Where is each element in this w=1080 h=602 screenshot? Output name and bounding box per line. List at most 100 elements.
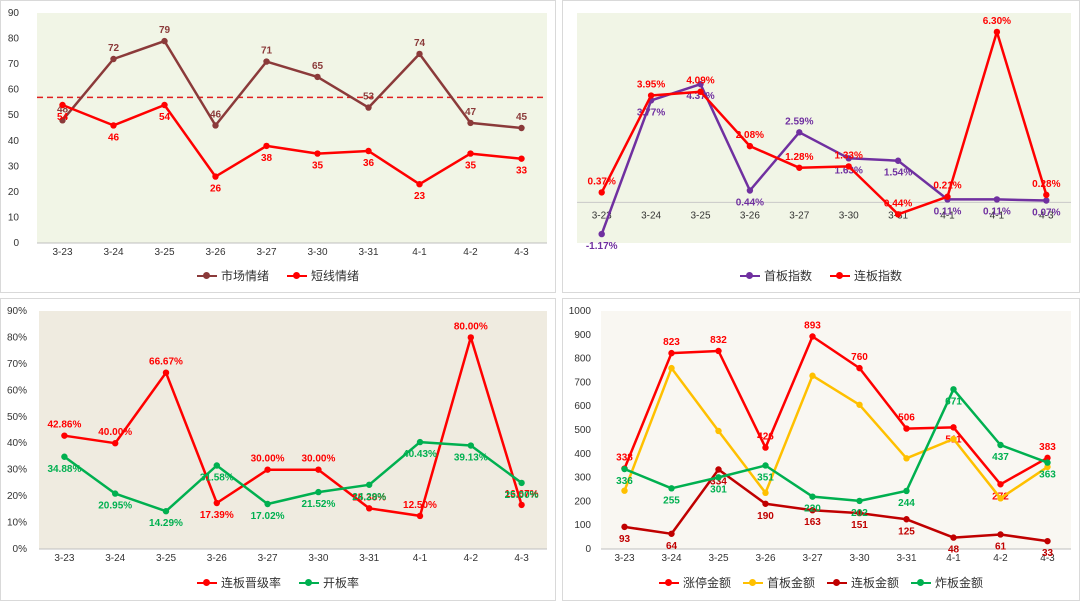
data-label: 151 [851, 520, 868, 531]
y-tick-label: 400 [574, 449, 591, 460]
data-point [264, 466, 271, 473]
data-label: 0.44% [884, 198, 912, 209]
y-tick-label: 50% [7, 412, 27, 423]
data-point [796, 164, 803, 171]
x-tick-label: 3-23 [592, 210, 612, 221]
data-point [518, 479, 525, 487]
data-point [416, 438, 424, 446]
data-label: 39.13% [454, 453, 488, 464]
legend-marker-icon [196, 271, 217, 281]
data-point [856, 509, 863, 517]
y-tick-label: 90 [8, 8, 20, 19]
data-point [112, 490, 119, 497]
x-tick-label: 3-26 [740, 210, 760, 221]
data-point [518, 501, 525, 509]
data-point [1044, 454, 1051, 462]
data-label: 25.00% [505, 490, 539, 501]
y-tick-label: 60% [7, 385, 27, 396]
series-line [623, 335, 1049, 486]
data-point [668, 485, 675, 492]
data-label: 351 [757, 472, 774, 483]
data-point [1043, 197, 1050, 204]
legend-item-consecutive-board-index: 连板指数 [830, 267, 902, 284]
legend-label: 市场情绪 [220, 269, 269, 283]
data-point [518, 155, 525, 162]
data-point [213, 462, 220, 469]
x-tick-label: 3-23 [54, 553, 74, 564]
data-label: 66.67% [149, 357, 183, 368]
data-label: 26 [210, 184, 222, 195]
x-tick-label: 4-1 [413, 553, 428, 564]
data-point [61, 432, 68, 439]
data-label: 23 [414, 191, 426, 202]
data-point [315, 488, 322, 496]
data-point [365, 147, 372, 155]
series-line [600, 30, 1048, 216]
data-point [809, 507, 816, 514]
data-label: 30.00% [301, 454, 335, 465]
y-tick-label: 90% [7, 306, 27, 317]
data-point [997, 495, 1004, 502]
data-point [668, 349, 675, 357]
data-label: 33 [516, 166, 528, 177]
data-point [997, 441, 1004, 449]
data-point [112, 440, 119, 447]
data-label: 244 [898, 498, 915, 509]
data-point [598, 189, 605, 196]
data-point [894, 157, 902, 164]
series-line [600, 82, 1047, 235]
data-point [1044, 459, 1051, 466]
data-label: 301 [710, 484, 727, 495]
data-point [162, 508, 170, 515]
amount-chart: 0 100 200 300 400 500 600 700 800 900 1000 3-23 3-24… [562, 298, 1080, 601]
data-label: 36 [363, 158, 375, 169]
data-label: 21.52% [301, 499, 335, 510]
data-label: 1.54% [884, 168, 912, 179]
data-point [715, 466, 722, 473]
x-tick-label: 3-30 [308, 553, 328, 564]
data-label: 46 [108, 132, 120, 143]
data-label: 46 [210, 109, 222, 120]
legend-marker-icon [827, 578, 847, 588]
data-label: 74 [414, 38, 426, 49]
x-tick-label: 4-3 [514, 553, 529, 564]
data-point [950, 424, 957, 431]
data-label: 2.59% [785, 116, 813, 127]
data-point [856, 364, 863, 372]
x-tick-label: 4-3 [514, 247, 529, 258]
data-label: 2.08% [736, 130, 764, 141]
plot-area [601, 311, 1071, 549]
data-label: 54 [159, 112, 171, 123]
x-tick-label: 4-2 [993, 553, 1008, 564]
x-tick-label: 3-30 [839, 210, 859, 221]
data-point [762, 500, 769, 507]
y-tick-label: 80% [7, 332, 27, 343]
data-label: 4.09% [686, 76, 714, 87]
data-point [162, 369, 170, 376]
data-label: 0.21% [933, 181, 961, 192]
data-point [697, 80, 704, 88]
data-point [1043, 191, 1050, 199]
data-label: 6.30% [983, 16, 1011, 27]
data-label: 0.11% [934, 206, 962, 217]
market-sentiment-svg: 0 10 20 30 40 50 60 70 80 90 3-23 3-24 3-25 3-26 3-27 3… [8, 8, 547, 258]
data-point [365, 104, 372, 111]
data-point [715, 347, 722, 355]
data-label: 220 [804, 504, 821, 515]
amount-svg: 0 100 200 300 400 500 600 700 800 900 1000 3-23 3-24… [569, 306, 1071, 564]
data-point [762, 489, 769, 497]
data-label: 760 [851, 352, 868, 363]
data-label: 1.28% [785, 152, 813, 163]
data-point [212, 122, 219, 129]
legend-board-index: 首板指数 连板指数 [563, 267, 1079, 284]
legend-label: 连板金额 [851, 576, 900, 590]
data-point [746, 142, 754, 150]
data-label: 72 [108, 43, 120, 54]
data-label: 334 [710, 477, 727, 488]
data-point [903, 455, 910, 462]
data-label: 3.77% [637, 107, 665, 118]
y-tick-label: 200 [574, 496, 591, 507]
y-tick-label: 10 [8, 212, 20, 223]
y-tick-label: 50 [8, 110, 20, 121]
data-label: 42.86% [47, 420, 81, 431]
